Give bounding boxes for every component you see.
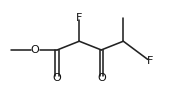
Text: F: F: [76, 13, 82, 23]
Text: F: F: [147, 56, 153, 66]
Text: O: O: [31, 45, 40, 55]
Text: O: O: [97, 73, 106, 83]
Text: O: O: [53, 73, 62, 83]
